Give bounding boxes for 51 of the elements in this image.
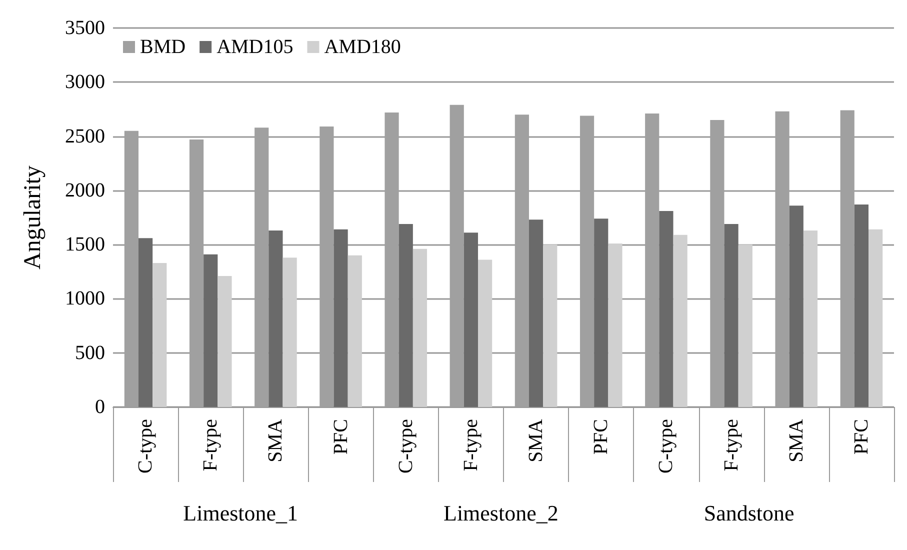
x-tick-label: C-type <box>134 418 157 474</box>
y-axis-title: Angularity <box>20 166 46 270</box>
bar <box>594 218 608 407</box>
bar <box>398 224 413 407</box>
legend-label: AMD105 <box>216 36 294 58</box>
bar <box>152 262 167 407</box>
bar <box>218 276 232 407</box>
bar <box>854 204 869 407</box>
x-tick-label: C-type <box>394 418 417 474</box>
y-tick-label: 1000 <box>65 288 105 310</box>
x-tick-label: SMA <box>525 418 548 462</box>
x-tick-label: PFC <box>590 419 612 455</box>
bar <box>464 232 478 407</box>
text: Sandstone <box>704 500 794 526</box>
bar <box>543 244 558 407</box>
y-tick-label: 3500 <box>65 17 105 39</box>
y-tick-label: 1500 <box>65 234 105 256</box>
bar <box>282 258 297 407</box>
y-tick-label: 500 <box>75 342 105 364</box>
text: Limestone_1 <box>183 500 298 526</box>
bar <box>412 248 428 407</box>
bar <box>608 243 622 407</box>
bar <box>738 244 752 407</box>
x-tick-label: SMA <box>264 418 287 462</box>
legend-label: BMD <box>140 36 186 58</box>
bar <box>868 229 883 407</box>
y-tick-label: 2000 <box>65 179 105 202</box>
bar <box>789 206 804 407</box>
bar <box>673 234 688 407</box>
x-tick-label: SMA <box>785 418 808 462</box>
x-tick-label: PFC <box>330 419 352 455</box>
x-tick-label: C-type <box>655 418 678 474</box>
bar <box>724 224 738 407</box>
y-tick-label: 0 <box>95 396 105 418</box>
bar <box>334 229 348 407</box>
bar <box>478 260 492 407</box>
bar <box>204 254 218 407</box>
bar <box>268 230 283 407</box>
legend-label: AMD180 <box>324 36 401 58</box>
y-tick-label: 3000 <box>65 71 105 94</box>
bar <box>138 238 153 407</box>
bar <box>348 255 362 407</box>
x-tick-label: F-type <box>460 418 482 472</box>
y-tick-label: 2500 <box>65 125 105 148</box>
x-tick-label: F-type <box>200 418 222 472</box>
bar <box>803 230 818 407</box>
x-tick-label: PFC <box>850 419 872 455</box>
bar <box>659 211 674 407</box>
text: Limestone_2 <box>444 500 558 526</box>
bar <box>528 220 544 407</box>
x-tick-label: F-type <box>720 418 742 472</box>
